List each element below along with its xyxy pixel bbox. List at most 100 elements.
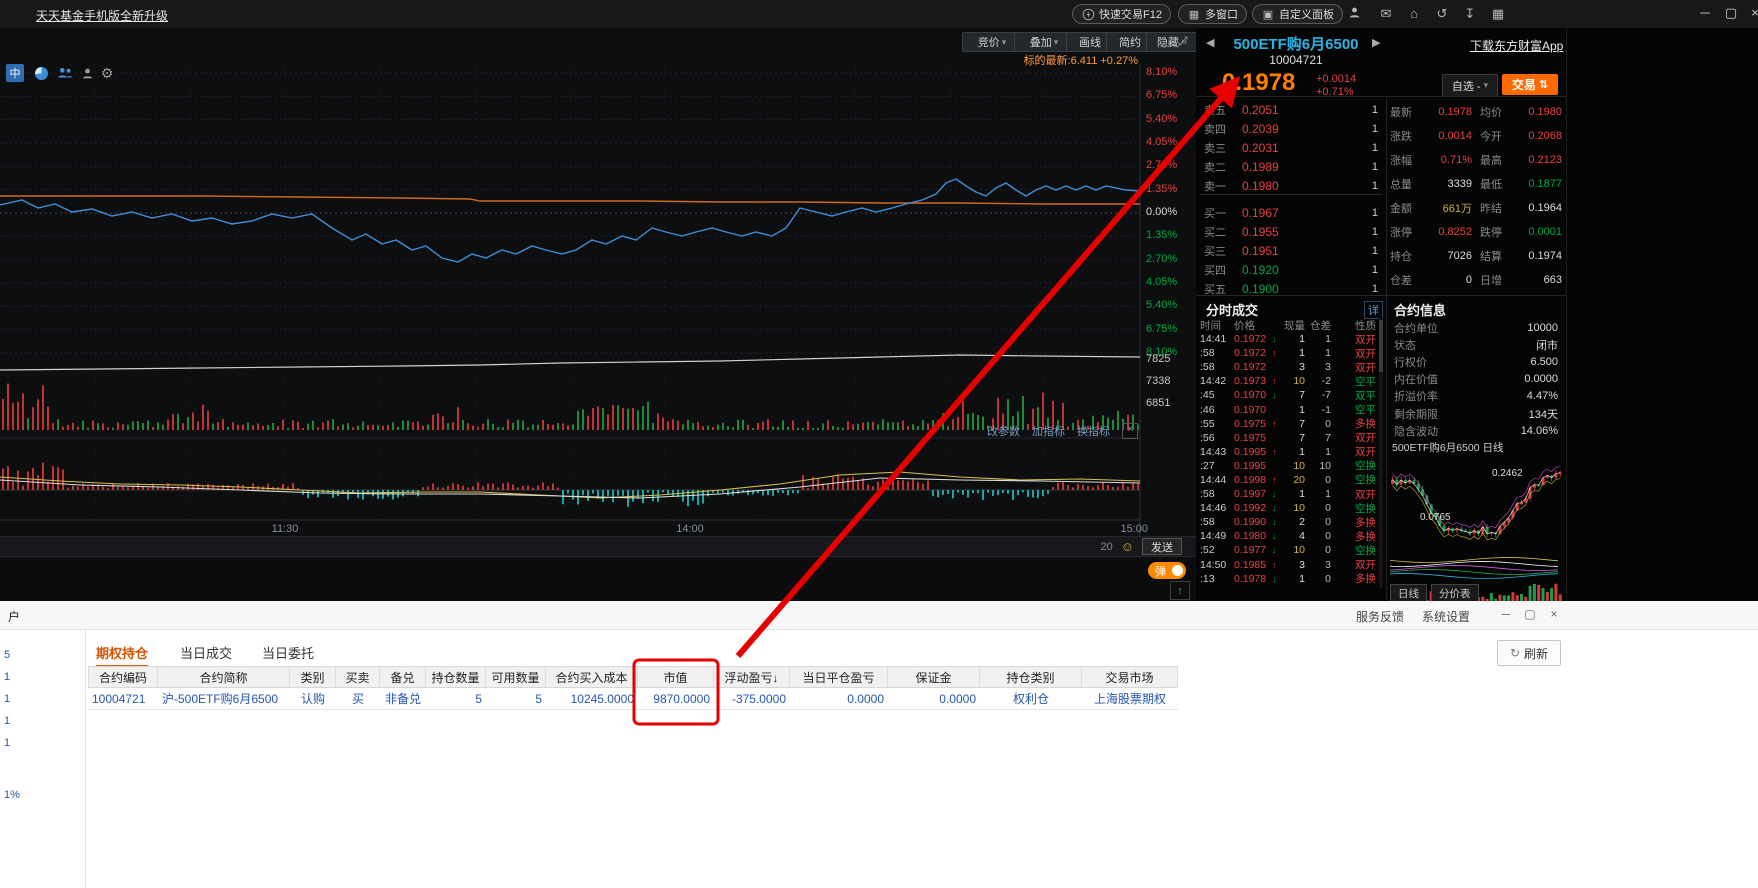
- column-header[interactable]: 当日平仓盈亏: [790, 666, 888, 688]
- daily-mini-chart[interactable]: [1386, 454, 1566, 602]
- user-icon[interactable]: [1348, 6, 1368, 19]
- tick-nature: 多换: [1355, 530, 1376, 543]
- trade-button[interactable]: 交易 ⇅: [1502, 74, 1558, 95]
- window-minimize-button[interactable]: ─: [1700, 5, 1710, 20]
- tick-header: 价格: [1234, 320, 1255, 332]
- chat-count: 20: [1100, 540, 1113, 553]
- window-restore-button[interactable]: ▢: [1724, 5, 1738, 20]
- contract-info-label: 内在价值: [1394, 374, 1438, 387]
- pie-indicator-icon[interactable]: [32, 64, 50, 82]
- mini-chart-tab-price-table[interactable]: 分价表: [1431, 584, 1479, 602]
- indicator-link[interactable]: 换指标: [1077, 426, 1110, 438]
- tick-volume: 1: [1299, 403, 1305, 416]
- tick-price: 0.1985: [1234, 558, 1267, 571]
- pct-axis-label: 2.70%: [1146, 252, 1178, 265]
- tick-scrollbar[interactable]: [1379, 318, 1383, 588]
- prev-contract-icon[interactable]: ◀: [1206, 37, 1215, 49]
- scroll-top-icon[interactable]: ↑: [1170, 581, 1190, 600]
- indicator-link[interactable]: 改参数: [987, 426, 1020, 438]
- column-header[interactable]: 持仓数量: [426, 666, 486, 688]
- refresh-button[interactable]: ↻ 刷新: [1497, 640, 1561, 666]
- home-icon[interactable]: ⌂: [1410, 6, 1418, 21]
- column-header[interactable]: 浮动盈亏↓: [714, 666, 790, 688]
- send-button[interactable]: 发送: [1142, 538, 1182, 555]
- tick-nature: 空平: [1355, 375, 1376, 388]
- column-header[interactable]: 交易市场: [1082, 666, 1178, 688]
- panel-close-button[interactable]: ×: [1550, 607, 1558, 621]
- order-book-row[interactable]: 卖三 0.2031 1: [1200, 138, 1382, 157]
- tick-scrollbar-thumb[interactable]: [1379, 320, 1383, 372]
- watchlist-button[interactable]: 自选 - ▾: [1442, 74, 1498, 97]
- undo-icon[interactable]: ↺: [1436, 6, 1448, 21]
- tick-row: 14:43 0.1995 ↑ 1 1 双开: [1200, 445, 1378, 459]
- hide-button[interactable]: 隐藏 »: [1146, 32, 1198, 52]
- feedback-link[interactable]: 服务反馈: [1356, 610, 1405, 624]
- panel-restore-button[interactable]: ▢: [1524, 607, 1536, 621]
- order-book-row[interactable]: 卖五 0.2051 1: [1200, 100, 1382, 119]
- indicator-link[interactable]: 加指标: [1032, 426, 1065, 438]
- multi-window-button[interactable]: ▦ 多窗口: [1178, 4, 1247, 24]
- indicator-close-icon[interactable]: ×: [1122, 423, 1138, 439]
- order-book-row[interactable]: 买一 0.1967 1: [1200, 203, 1382, 222]
- column-header[interactable]: 合约买入成本: [546, 666, 638, 688]
- column-header[interactable]: 合约编码: [88, 666, 158, 688]
- custom-panel-button[interactable]: ▣ 自定义面板: [1252, 4, 1343, 24]
- order-book-volume: 1: [1371, 206, 1378, 219]
- settings-link[interactable]: 系统设置: [1422, 610, 1471, 624]
- layout-icon[interactable]: ▦: [1491, 6, 1505, 21]
- brief-button[interactable]: 简约: [1106, 32, 1154, 52]
- stat-label: 跌停: [1480, 227, 1502, 239]
- table-row[interactable]: 10004721 沪-500ETF购6月6500 认购买非备兑 5 5 10245.000…: [88, 688, 1178, 710]
- tick-list-title: 分时成交: [1206, 303, 1259, 318]
- tick-price: 0.1975: [1234, 431, 1267, 444]
- divider: [1566, 28, 1567, 601]
- window-close-button[interactable]: ×: [1751, 5, 1758, 20]
- column-header[interactable]: 可用数量: [486, 666, 546, 688]
- column-header[interactable]: 类别: [290, 666, 336, 688]
- quote-panel: ◀ 500ETF购6月6500 ▶ 10004721 下载东方财富App 0.1…: [1196, 28, 1758, 602]
- trading-tab-1[interactable]: 当日成交: [180, 645, 233, 661]
- quick-trade-button[interactable]: 快速交易F12: [1072, 4, 1171, 24]
- danmaku-toggle[interactable]: 弹: [1148, 562, 1186, 579]
- next-contract-icon[interactable]: ▶: [1372, 37, 1381, 49]
- people-icon[interactable]: [56, 64, 74, 82]
- column-header[interactable]: 买卖: [336, 666, 380, 688]
- person-icon[interactable]: [78, 64, 96, 82]
- column-header[interactable]: 持仓类别: [980, 666, 1082, 688]
- fullscreen-icon[interactable]: ⤢: [1178, 34, 1188, 48]
- column-header[interactable]: 保证金: [888, 666, 980, 688]
- tick-time: :58: [1200, 361, 1215, 374]
- contract-info-row: 状态 闭市: [1394, 336, 1558, 353]
- order-book-row[interactable]: 卖一 0.1980 1: [1200, 176, 1382, 195]
- trading-tab-0[interactable]: 期权持仓: [96, 639, 149, 667]
- panel-minimize-button[interactable]: ─: [1501, 607, 1511, 621]
- mail-icon[interactable]: ✉: [1380, 6, 1392, 21]
- gear-icon[interactable]: ⚙: [100, 64, 114, 81]
- table-cell: 沪-500ETF购6月6500: [158, 688, 290, 710]
- pct-axis-label: 0.00%: [1146, 205, 1178, 218]
- tick-detail-link[interactable]: 详: [1364, 301, 1383, 319]
- indicator-links: 改参数 加指标 换指标 ×: [987, 423, 1138, 439]
- overlay-button[interactable]: 叠加 ▾: [1014, 32, 1074, 52]
- mini-chart-tab-daily[interactable]: 日线: [1390, 584, 1427, 602]
- download-icon[interactable]: ↧: [1464, 6, 1476, 21]
- column-header[interactable]: 备兑: [380, 666, 426, 688]
- trading-tab-2[interactable]: 当日委托: [262, 645, 315, 661]
- order-book-row[interactable]: 卖四 0.2039 1: [1200, 119, 1382, 138]
- smiley-icon[interactable]: ☺: [1120, 539, 1134, 554]
- promo-link[interactable]: 天天基金手机版全新升级: [36, 9, 169, 23]
- tick-list: 14:41 0.1972 ↓ 1 1 双开:58 0.1972 ↑ 1 1 双开:58 0.1972 3…: [1200, 332, 1378, 586]
- order-book-row[interactable]: 买四 0.1920 1: [1200, 260, 1382, 279]
- download-app-link[interactable]: 下载东方财富App: [1470, 39, 1564, 53]
- column-header[interactable]: 合约简称: [158, 666, 290, 688]
- order-book-row[interactable]: 卖二 0.1989 1: [1200, 157, 1382, 176]
- order-book-row[interactable]: 买二 0.1955 1: [1200, 222, 1382, 241]
- bid-mode-button[interactable]: 竞价 ▾: [962, 32, 1022, 52]
- cn-market-icon[interactable]: 中: [6, 64, 24, 82]
- tick-price: 0.1975: [1234, 417, 1267, 430]
- order-book-row[interactable]: 买三 0.1951 1: [1200, 241, 1382, 260]
- column-header[interactable]: 市值: [638, 666, 714, 688]
- tick-price: 0.1973: [1234, 375, 1267, 388]
- intraday-chart[interactable]: [0, 28, 1196, 601]
- tick-price: 0.1977: [1234, 544, 1267, 557]
